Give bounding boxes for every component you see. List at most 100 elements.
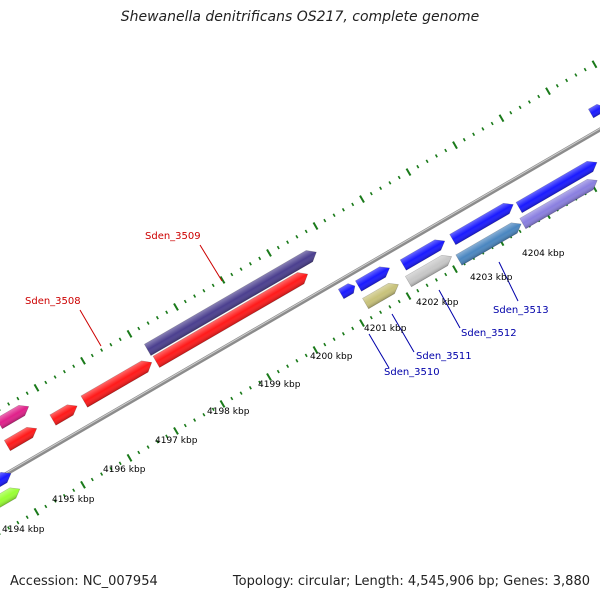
inner-tick [258, 380, 262, 385]
gene-red-small-2 [49, 404, 78, 426]
outer-tick [183, 299, 187, 304]
outer-tick [193, 294, 197, 298]
scale-tick-labels: 4194 kbp 4195 kbp 4196 kbp 4197 kbp 4198 kbp… [2, 249, 565, 535]
inner-tick [146, 445, 150, 449]
gene-label-sden_3508: Sden_3508 [25, 296, 81, 307]
tick-label: 4200 kbp [310, 352, 353, 362]
inner-tick [341, 332, 345, 336]
outer-tick [53, 375, 57, 379]
gene-olive-3510 [362, 282, 399, 310]
outer-tick [239, 267, 243, 271]
outer-tick [574, 73, 578, 77]
outer-tick [62, 369, 66, 374]
outer-tick [173, 302, 179, 311]
outer-tick [312, 222, 319, 230]
inner-tick [126, 453, 133, 462]
inner-tick [80, 480, 86, 489]
outer-tick [230, 272, 234, 277]
gene-green-left [0, 487, 21, 511]
outer-tick [33, 383, 40, 392]
tick-label: 4198 kbp [207, 407, 250, 417]
inner-tick [230, 396, 234, 401]
outer-tick [452, 141, 458, 150]
leader-line [438, 289, 461, 329]
outer-tick [155, 315, 159, 320]
outer-tick [323, 218, 327, 223]
tick-label: 4194 kbp [2, 525, 45, 535]
outer-tick [591, 60, 598, 69]
gene-purple-3509 [143, 250, 317, 356]
outer-tick [16, 396, 20, 401]
inner-tick [137, 450, 141, 455]
outer-tick [405, 168, 412, 177]
gene-blue-b [399, 239, 446, 271]
inner-tick [434, 278, 438, 282]
label-leader-lines [79, 244, 519, 369]
inner-tick [44, 504, 48, 509]
outer-tick [100, 348, 104, 352]
outer-tick [258, 256, 262, 261]
outer-tick [165, 310, 169, 315]
inner-tick [72, 488, 76, 493]
outer-tick [276, 245, 280, 250]
inner-tick [183, 423, 187, 428]
outer-tick [80, 356, 86, 365]
gene-grey-3512 [404, 254, 453, 288]
gene-blue-small [337, 283, 356, 300]
inner-tick [248, 386, 252, 390]
outer-tick [527, 100, 531, 104]
outer-tick [202, 288, 206, 293]
outer-tick [555, 84, 559, 88]
gene-features [0, 103, 600, 511]
outer-tick [425, 159, 429, 164]
inner-tick [359, 319, 365, 328]
inner-tick [109, 466, 113, 471]
outer-tick [219, 275, 226, 284]
tick-label: 4199 kbp [258, 380, 301, 390]
outer-tick [25, 391, 29, 395]
outer-tick [359, 195, 365, 204]
inner-tick [266, 372, 272, 381]
tick-label: 4203 kbp [470, 273, 513, 283]
outer-tick [44, 380, 48, 385]
outer-tick [295, 235, 299, 239]
gene-blue-e [588, 103, 600, 119]
inner-tick [379, 310, 383, 315]
inner-tick [16, 520, 20, 525]
gene-steel-3513 [455, 222, 522, 266]
outer-tick [137, 326, 141, 331]
leader-line [79, 309, 102, 347]
inner-tick [62, 493, 66, 498]
backbone-highlight [0, 128, 600, 477]
outer-tick [472, 132, 476, 137]
inner-tick [323, 342, 327, 347]
inner-tick [351, 326, 355, 331]
gene-red-small-1 [3, 426, 38, 452]
outer-tick [341, 208, 345, 212]
inner-tick [518, 229, 522, 234]
inner-tick [165, 434, 169, 439]
outer-tick [109, 342, 113, 347]
inner-tick [219, 399, 226, 408]
inner-tick [239, 391, 243, 395]
tick-label: 4197 kbp [155, 436, 198, 446]
gene-blue-c [449, 202, 514, 246]
inner-tick [452, 265, 458, 274]
outer-tick [286, 240, 290, 244]
inner-tick [193, 418, 197, 422]
outer-tick [416, 164, 420, 169]
inner-tick [444, 272, 448, 277]
outer-tick [211, 283, 215, 288]
inner-tick [53, 499, 57, 503]
inner-tick [276, 369, 280, 374]
leader-line [391, 313, 415, 353]
accession-text: Accession: NC_007954 [10, 574, 158, 589]
outer-tick [509, 110, 513, 115]
outer-tick [490, 121, 494, 126]
gene-red-long [152, 272, 309, 368]
outer-tick [369, 191, 373, 196]
inner-tick [312, 346, 319, 354]
outer-tick [444, 148, 448, 153]
inner-tick [173, 426, 179, 435]
